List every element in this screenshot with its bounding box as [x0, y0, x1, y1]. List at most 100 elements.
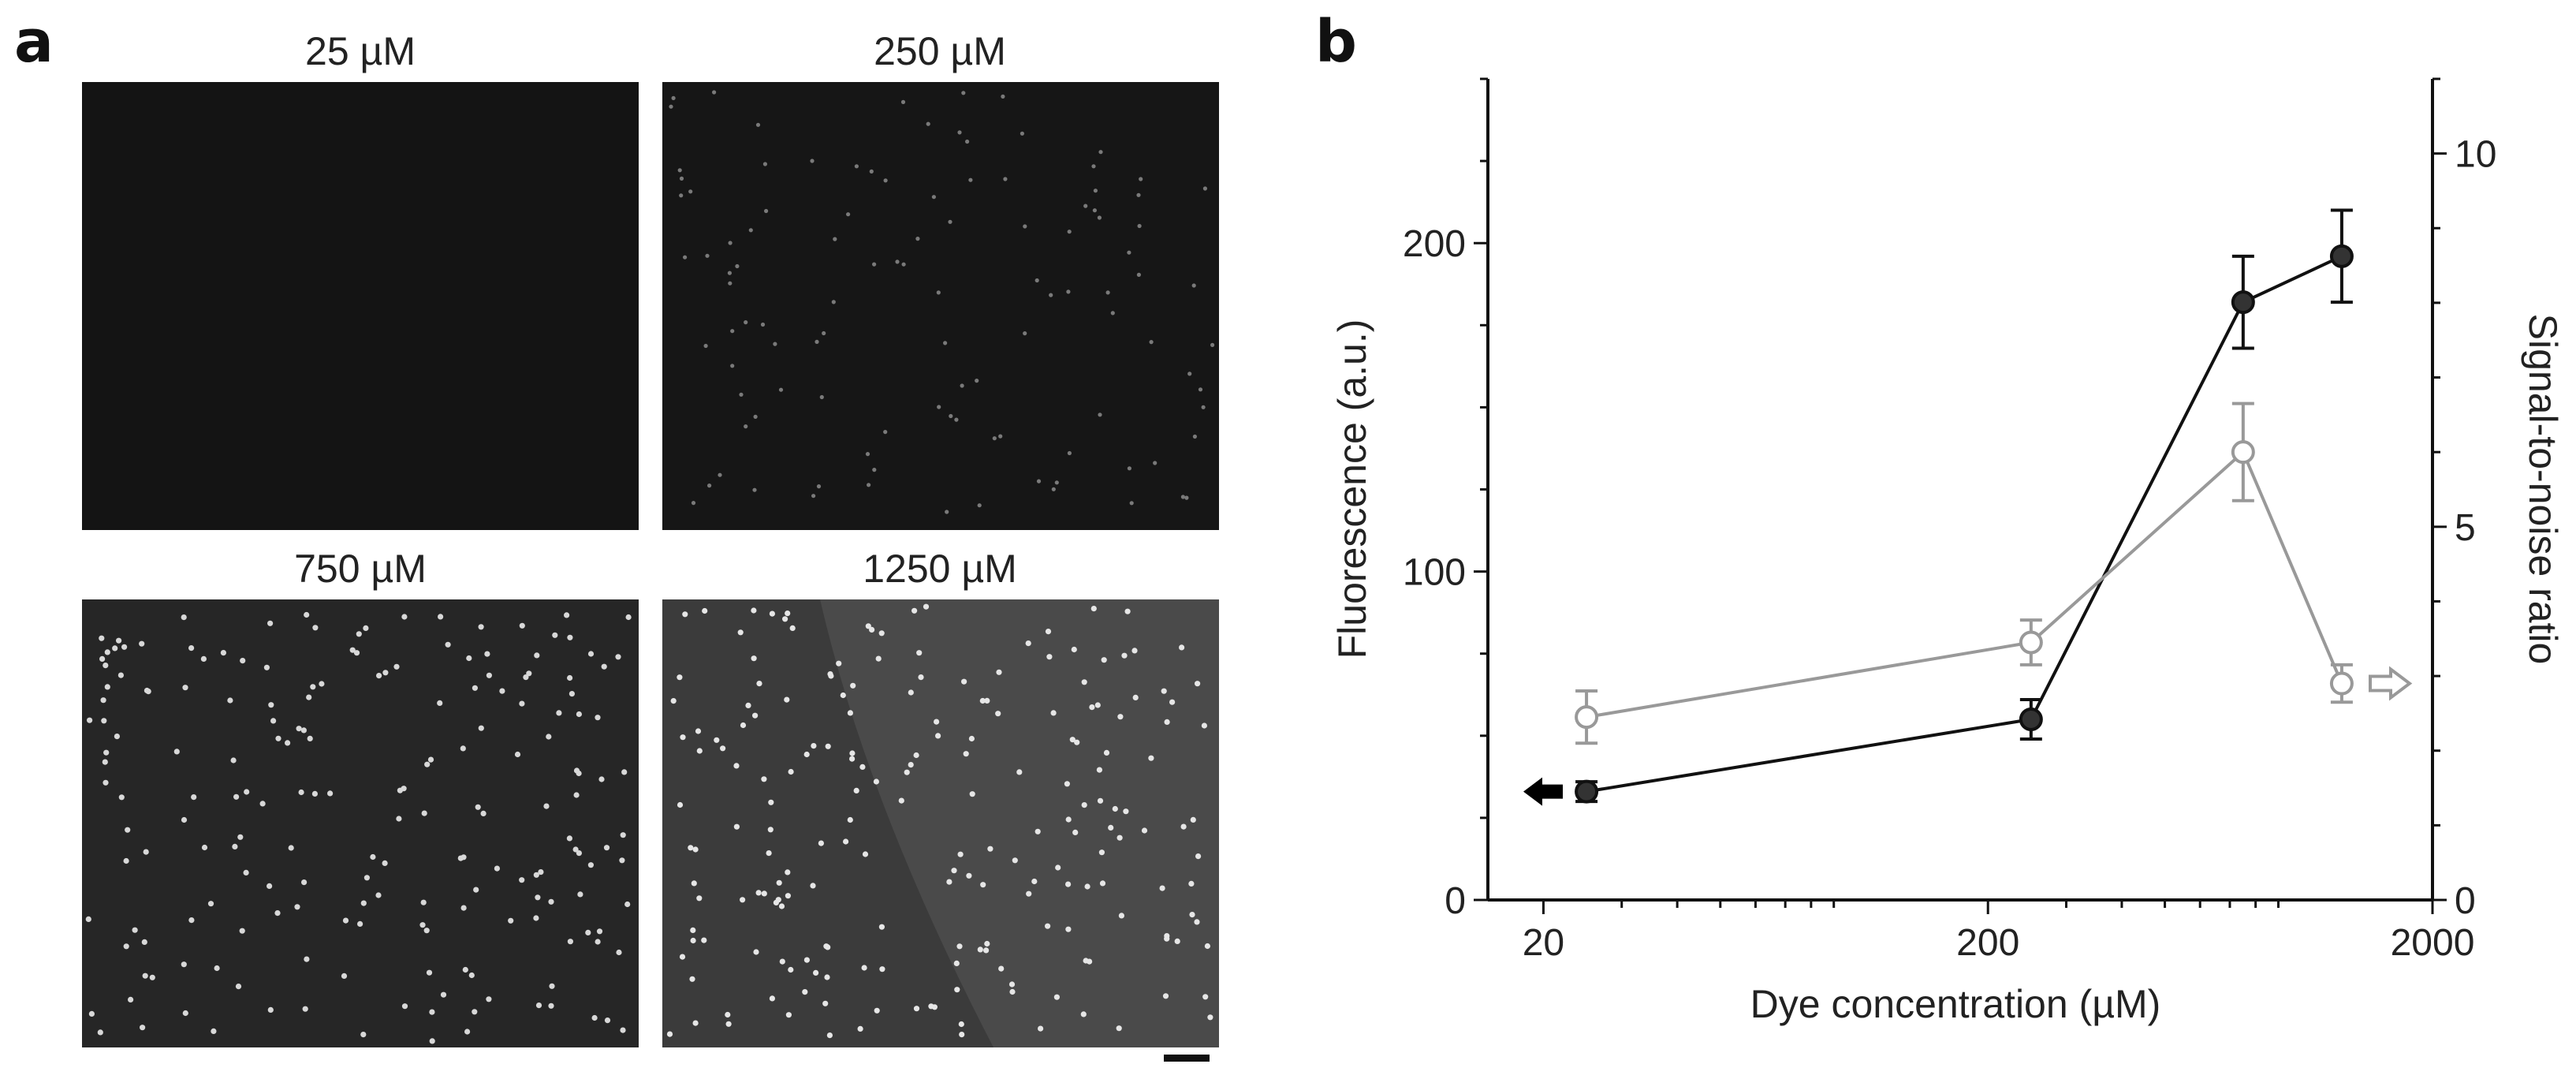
cell-spot	[382, 860, 388, 866]
cell-spot	[969, 791, 975, 797]
cell-spot	[690, 927, 696, 933]
cell-spot	[591, 1014, 598, 1021]
cell-spot	[307, 735, 313, 742]
cell-spot	[692, 846, 699, 853]
cell-spot	[733, 823, 740, 830]
cell-spot	[730, 329, 735, 334]
cell-spot	[764, 208, 769, 214]
cell-spot	[306, 694, 312, 700]
series-2-line	[1586, 449, 2343, 719]
cell-spot	[1110, 311, 1115, 315]
cell-spot	[462, 966, 468, 973]
cell-spot	[625, 614, 632, 621]
cell-spot	[776, 879, 782, 886]
cell-spot	[682, 611, 688, 618]
cell-spot	[996, 669, 1002, 675]
cell-spot	[822, 330, 826, 336]
cell-spot	[401, 786, 407, 792]
cell-spot	[1132, 694, 1139, 701]
cell-spot	[900, 99, 906, 104]
cell-spot	[785, 610, 791, 617]
cell-spot	[849, 750, 856, 756]
cell-spot	[755, 122, 761, 127]
cell-spot	[263, 664, 270, 670]
cell-spot	[508, 917, 514, 924]
cell-spot	[548, 1002, 554, 1009]
cell-spot	[304, 956, 310, 962]
cell-spot	[244, 789, 250, 795]
cell-spot	[576, 770, 582, 777]
cell-spot	[859, 764, 866, 771]
cell-spot	[1164, 719, 1170, 726]
cell-spot	[141, 939, 147, 945]
cell-spot	[519, 700, 525, 707]
cell-spot	[604, 1017, 611, 1024]
cell-spot	[1031, 878, 1038, 885]
cell-spot	[898, 797, 904, 804]
cell-spot	[998, 434, 1003, 439]
cell-spot	[101, 718, 107, 724]
cell-spot	[549, 983, 555, 989]
micrograph-3	[82, 599, 639, 1047]
cell-spot	[689, 976, 695, 982]
cell-spot	[304, 611, 310, 618]
cell-spot	[683, 255, 688, 259]
cell-spot	[847, 816, 853, 823]
cell-spot	[123, 857, 129, 864]
cell-spot	[720, 745, 726, 752]
cell-spot	[761, 776, 767, 782]
cell-spot	[181, 816, 188, 823]
series-1-point	[2329, 244, 2354, 268]
cell-spot	[883, 430, 888, 435]
cell-spot	[815, 339, 819, 344]
cell-spot	[788, 966, 794, 973]
cell-spot	[966, 872, 972, 879]
cell-spot	[752, 712, 759, 719]
cell-spot	[543, 803, 550, 809]
cell-spot	[1098, 413, 1102, 417]
cell-spot	[363, 875, 370, 881]
cell-spot	[718, 472, 722, 477]
cell-spot	[803, 751, 810, 758]
x-tick-label: 200	[1956, 922, 2019, 964]
cell-spot	[954, 987, 960, 993]
cell-spot	[869, 626, 875, 633]
cell-spot	[828, 673, 834, 679]
cell-spot	[785, 893, 792, 899]
cell-spot	[363, 625, 369, 632]
cell-spot	[104, 684, 110, 690]
cell-spot	[784, 696, 790, 703]
cell-spot	[1127, 466, 1131, 471]
cell-spot	[1081, 679, 1087, 685]
cell-spot	[421, 810, 427, 816]
series-2-point	[1575, 705, 1599, 730]
cell-spot	[677, 674, 683, 681]
cell-spot	[267, 883, 273, 889]
cell-spot	[1050, 710, 1057, 716]
y2-tick-label: 5	[2455, 507, 2476, 549]
y2-axis-label: Signal-to-noise ratio	[2521, 314, 2565, 665]
cell-spot	[1189, 912, 1195, 918]
cell-spot	[1129, 501, 1134, 506]
cell-spot	[267, 1006, 274, 1013]
cell-spot	[831, 300, 836, 304]
cell-spot	[725, 1021, 732, 1027]
cell-spot	[963, 751, 969, 757]
cell-spot	[1038, 1025, 1044, 1032]
cell-spot	[573, 792, 580, 798]
cell-spot	[1180, 823, 1187, 830]
cell-spot	[1139, 177, 1143, 181]
cell-spot	[1137, 223, 1142, 229]
cell-spot	[1191, 283, 1196, 288]
cell-spot	[85, 916, 91, 922]
micrograph-background	[662, 82, 1219, 530]
cell-spot	[998, 965, 1005, 972]
cell-spot	[267, 620, 274, 626]
cell-spot	[1064, 781, 1070, 787]
cell-spot	[847, 710, 853, 716]
cell-spot	[533, 872, 539, 878]
cell-spot	[475, 804, 481, 810]
cell-spot	[243, 869, 249, 876]
cell-spot	[872, 262, 877, 267]
micrograph-background	[82, 599, 639, 1047]
